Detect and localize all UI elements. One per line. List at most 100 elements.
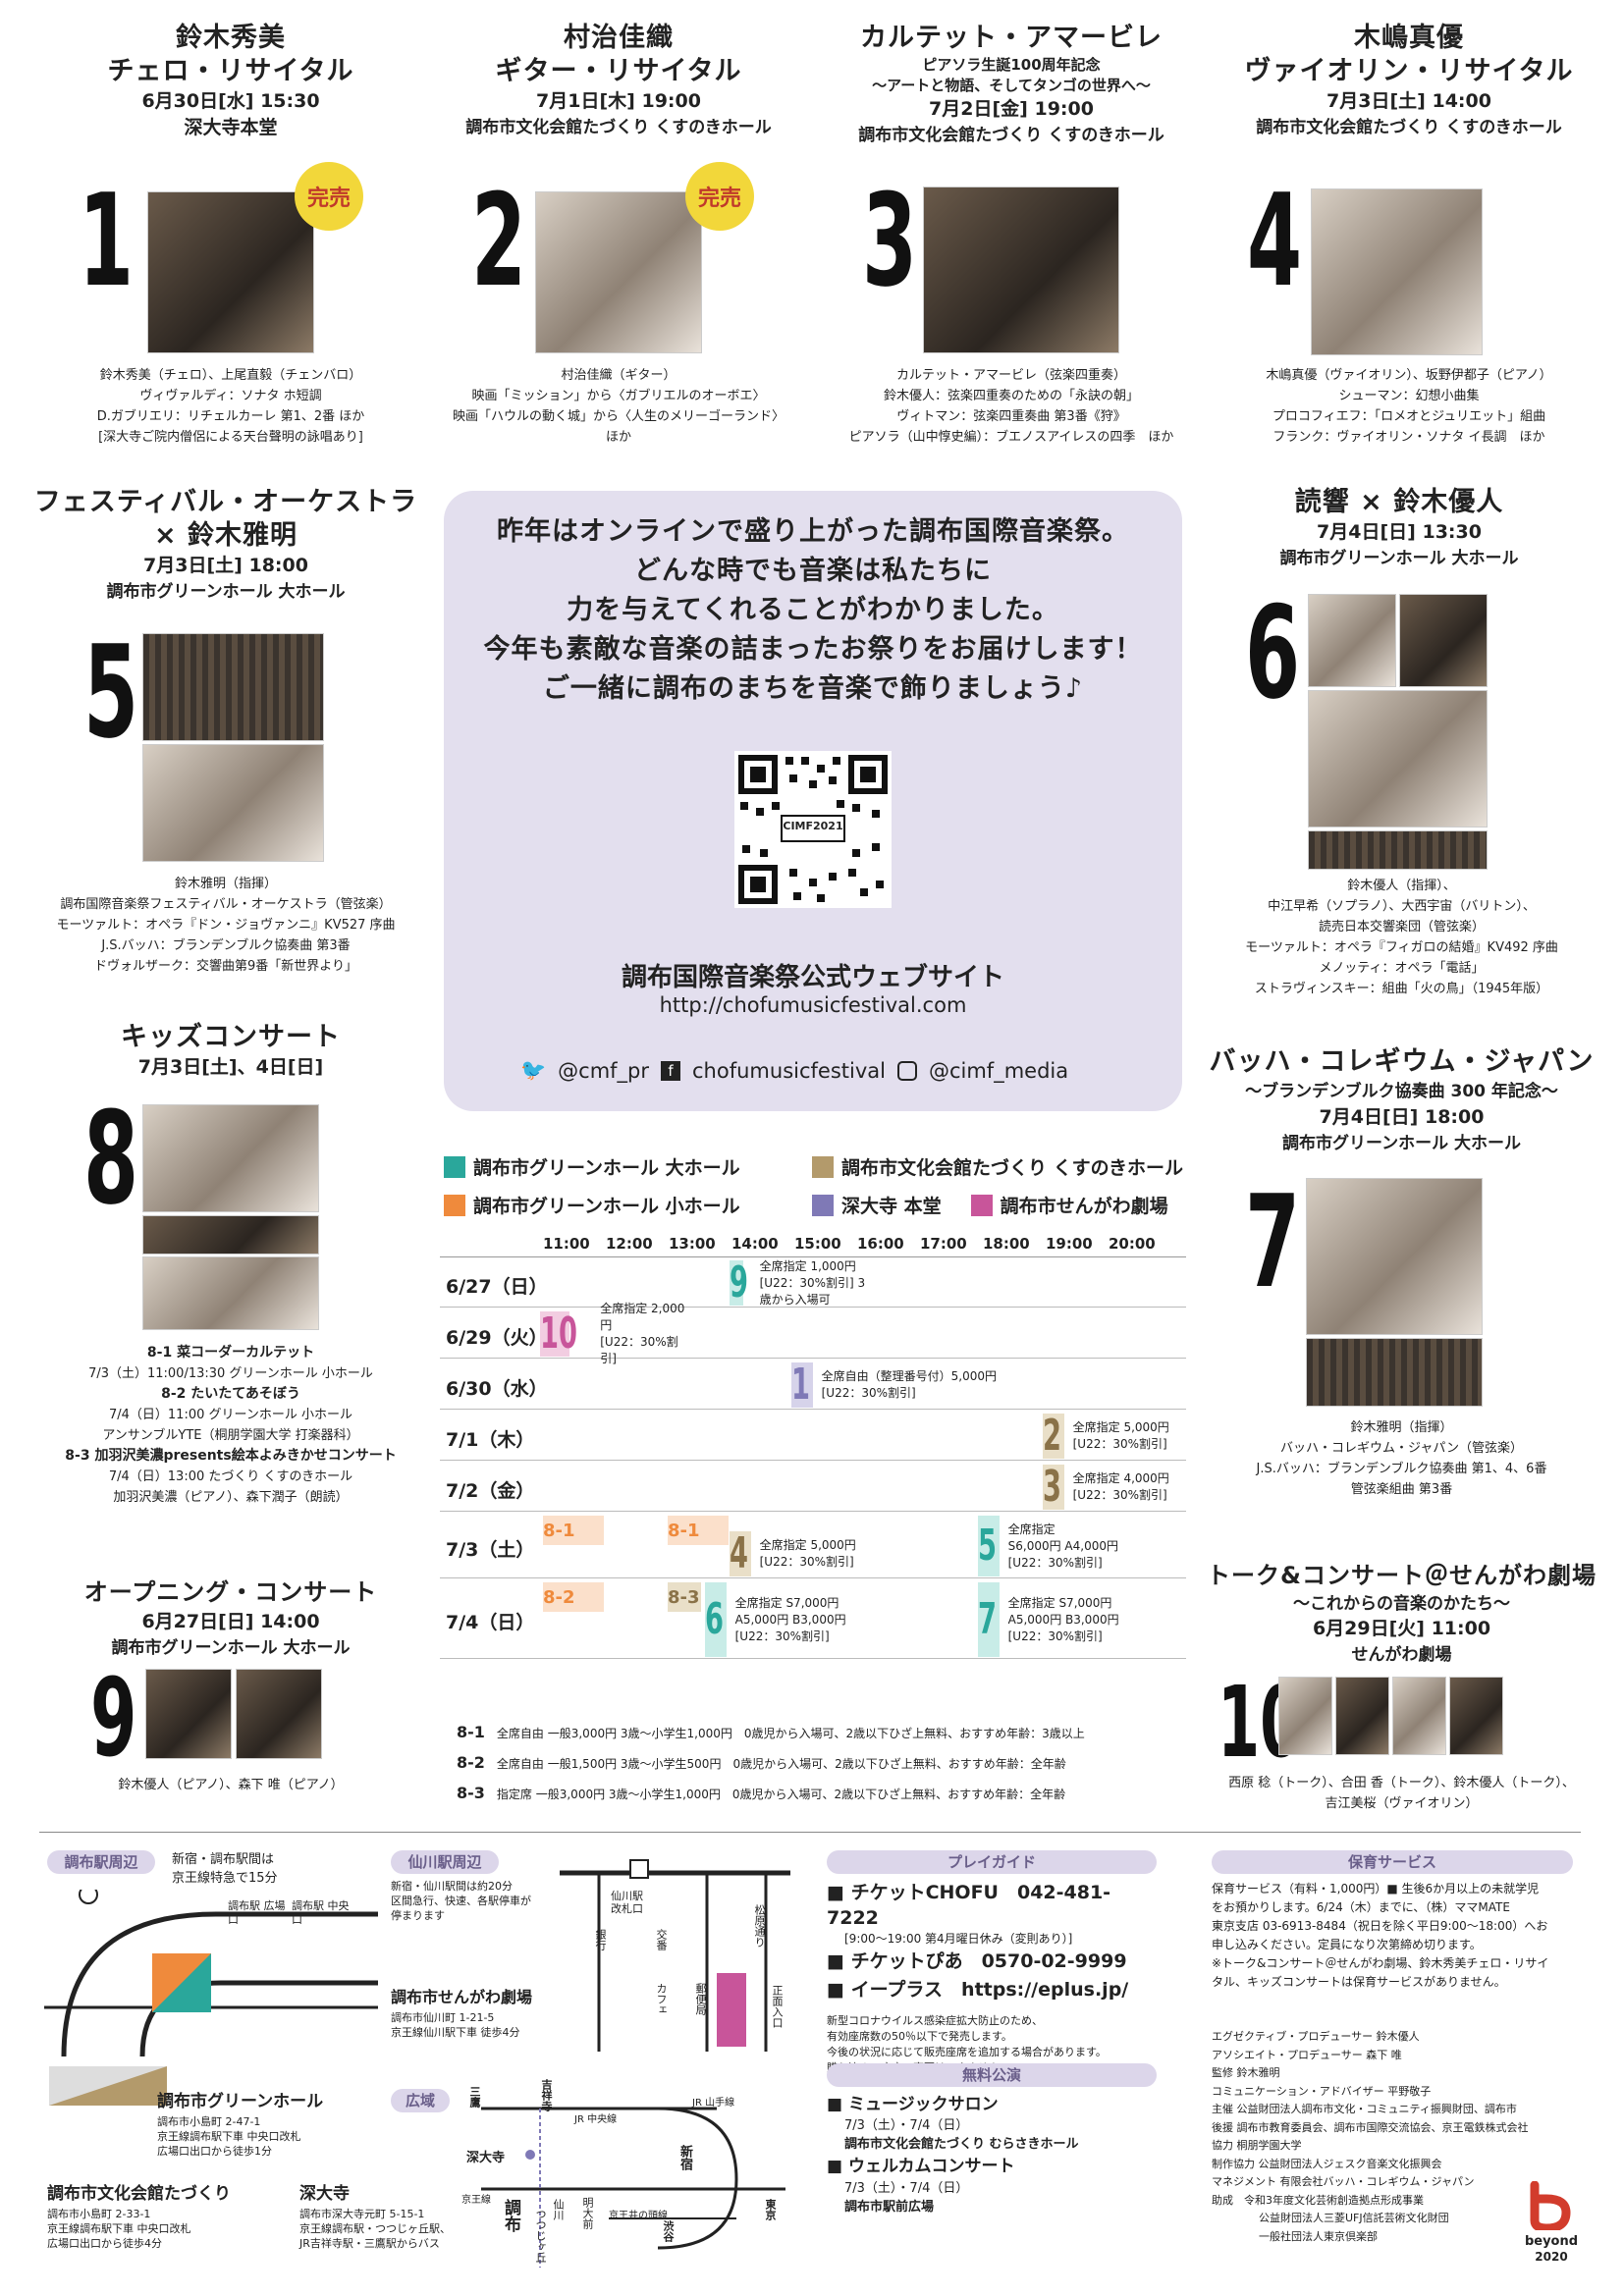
timetable-block[interactable]: 3 全席指定 4,000円 [U22：30%割引] <box>1043 1465 1186 1510</box>
block-note: A5,000円 B3,000円 <box>1007 1612 1119 1627</box>
concert-title: 読響 × 鈴木優人 <box>1294 487 1504 517</box>
desc-line: メノッティ：オペラ「電話」 <box>1319 961 1485 976</box>
venue-addr: 広場口出口から徒歩1分 <box>157 2145 272 2158</box>
logo-text: beyond <box>1524 2234 1579 2249</box>
childcare-line: タル、キッズコンサートは保育サービスがありません。 <box>1212 1975 1506 1989</box>
qr-code[interactable]: CIMF2021 <box>734 751 892 908</box>
hour-label: 11:00 <box>543 1235 590 1253</box>
legend-item: 深大寺 本堂 <box>812 1192 942 1218</box>
desc-line: 中江早希（ソプラノ）、大西宇宙（バリトン）、 <box>1268 899 1536 914</box>
hour-label: 20:00 <box>1109 1235 1156 1253</box>
desc-line: 鈴木雅明（指揮） <box>174 877 277 891</box>
timetable-block[interactable]: 8-3 <box>668 1582 701 1612</box>
concert-title: 村治佳織 <box>564 23 674 53</box>
venue-addr: 調布市小島町 2-47-1 <box>157 2115 261 2128</box>
concert-title: オープニング・コンサート <box>83 1578 378 1606</box>
concert-number: 4 <box>1247 166 1303 315</box>
concert-3-desc: カルテット・アマービレ（弦楽四重奏） 鈴木優人：弦楽四重奏のための「永訣の朝」 … <box>815 365 1208 448</box>
timetable-block[interactable]: 4 全席指定 5,000円 [U22：30%割引] <box>730 1531 916 1576</box>
playguide-item[interactable]: ■ チケットぴあ 0570-02-9999 <box>827 1950 1127 1972</box>
desc-line: シューマン：幻想小曲集 <box>1338 389 1480 403</box>
concert-8-photo-3 <box>142 1256 319 1330</box>
venue-addr: 広場口出口から徒歩4分 <box>47 2237 162 2250</box>
logo-year: 2020 <box>1535 2250 1568 2264</box>
hour-label: 16:00 <box>857 1235 904 1253</box>
block-number: 8-3 <box>668 1586 700 1608</box>
timetable-block[interactable]: 7 全席指定 S7,000円 A5,000円 B3,000円 [U22：30%割引] <box>978 1582 1186 1657</box>
legend-label: 調布市せんがわ劇場 <box>1000 1196 1168 1217</box>
timetable-block[interactable]: 5 全席指定 S6,000円 A4,000円 [U22：30%割引] <box>978 1516 1186 1576</box>
desc-line: カルテット・アマービレ（弦楽四重奏） <box>895 368 1126 383</box>
desc-line: ピアソラ（山中惇史編）：ブエノスアイレスの四季 ほか <box>848 430 1174 445</box>
credit-line: 協力 桐朋学園大学 <box>1212 2139 1302 2152</box>
kids-item-detail: 7/4（日）11:00 グリーンホール 小ホール <box>108 1408 352 1422</box>
legend-label: 深大寺 本堂 <box>841 1196 942 1217</box>
concert-date: 7月3日[土] 14:00 <box>1326 90 1491 112</box>
row-date: 7/1（木） <box>446 1429 535 1451</box>
note-line: 停まります <box>391 1909 445 1922</box>
concert-subtitle: 〜アートと物語、そしてタンゴの世界へ〜 <box>872 77 1151 94</box>
concert-number: 1 <box>79 166 135 315</box>
instagram-handle[interactable]: @cimf_media <box>928 1058 1069 1083</box>
free-concert-date: 7/3（土）・7/4（日） <box>844 2118 969 2133</box>
concert-date: 7月3日[土] 18:00 <box>143 555 308 576</box>
childcare-header: 保育サービス <box>1212 1850 1573 1874</box>
legend-swatch <box>812 1155 834 1178</box>
concert-5-photo-conductor <box>142 744 324 862</box>
desc-line: ヴィトマン：弦楽四重奏曲 第3番《狩》 <box>896 409 1126 424</box>
price-note: 8-3 指定席 一般3,000円 3歳〜小学生1,000円 0歳児から入場可、2… <box>457 1779 1164 1809</box>
note-no: 8-2 <box>457 1753 485 1772</box>
concert-venue: 調布市グリーンホール 大ホール <box>1281 1134 1522 1153</box>
concert-6-photo-a <box>1308 594 1396 687</box>
row-date: 7/4（日） <box>446 1612 535 1633</box>
concert-number: 8 <box>83 1084 139 1233</box>
free-concert-venue: 調布市駅前広場 <box>844 2200 935 2215</box>
concert-venue: 深大寺本堂 <box>184 117 278 138</box>
site-title: 調布国際音楽祭公式ウェブサイト <box>621 963 1004 992</box>
credit-line: 制作協力 公益財団法人ジェスク音楽文化振興会 <box>1212 2157 1442 2170</box>
concert-7-desc: 鈴木雅明（指揮） バッハ・コレギウム・ジャパン（管弦楽） J.S.バッハ：ブラン… <box>1193 1417 1610 1500</box>
map-note: 新宿・仙川駅間は約20分 区間急行、快速、各駅停車が 停まります <box>391 1879 568 1923</box>
kids-item-name: 加羽沢美濃presents絵本よみきかせコンサート <box>94 1448 397 1464</box>
facebook-icon[interactable]: f <box>661 1060 681 1081</box>
twitter-icon[interactable]: 🐦 <box>520 1058 547 1082</box>
timetable-block[interactable]: 8-2 <box>543 1582 604 1612</box>
timetable-block[interactable]: 8-1 <box>543 1516 604 1545</box>
twitter-handle[interactable]: @cmf_pr <box>558 1058 650 1083</box>
sengawa-label: 松原通り <box>753 1904 766 1948</box>
facebook-handle[interactable]: chofumusicfestival <box>692 1058 886 1083</box>
playguide-item[interactable]: ■ チケットCHOFU 042-481-7222 <box>827 1882 1111 1929</box>
legend-item: 調布市文化会館たづくり くすのきホール <box>812 1153 1183 1180</box>
legend-label: 調布市文化会館たづくり くすのきホール <box>841 1157 1184 1179</box>
sengawa-label: 郵便局 <box>694 1983 707 2015</box>
note-line: 京王線特急で15分 <box>172 1871 278 1886</box>
site-url[interactable]: http://chofumusicfestival.com <box>659 993 967 1017</box>
block-note: [U22：30%割引] <box>821 1386 916 1400</box>
desc-line: 村治佳織（ギター） <box>561 368 677 383</box>
block-price: 全席自由（整理番号付）5,000円 <box>821 1369 997 1383</box>
instagram-icon[interactable] <box>896 1060 917 1081</box>
message-line: 今年も素敵な音楽の詰まったお祭りをお届けします！ <box>483 634 1143 665</box>
station-label: 調布駅 広場口 <box>228 1899 286 1926</box>
concert-5-photo-orchestra <box>142 633 324 741</box>
timetable-block[interactable]: 1 全席自由（整理番号付）5,000円 [U22：30%割引] <box>791 1362 1056 1408</box>
timetable-block[interactable]: 9 全席指定 1,000円 [U22：30%割引] 3歳から入場可 <box>730 1259 877 1307</box>
wide-label: 深大寺 <box>466 2151 506 2165</box>
venue-addr: 京王線調布駅下車 中央口改札 <box>157 2130 301 2143</box>
concert-5-header: フェスティバル・オーケストラ × 鈴木雅明 7月3日[土] 18:00 調布市グ… <box>20 486 432 606</box>
timetable-block[interactable]: 10 全席指定 2,000円 [U22：30%割引] <box>540 1302 687 1365</box>
wide-label: 吉祥寺 <box>540 2079 553 2111</box>
free-concerts-list: ■ ミュージックサロン 7/3（土）・7/4（日） 調布市文化会館たづくり むら… <box>827 2093 1161 2216</box>
playguide-item[interactable]: ■ イープラス https://eplus.jp/ <box>827 1979 1129 2001</box>
concert-2-desc: 村治佳織（ギター） 映画「ミッション」から〈ガブリエルのオーボエ〉 映画「ハウル… <box>422 365 815 448</box>
credit-line: 監修 鈴木雅明 <box>1212 2066 1280 2079</box>
timetable-block[interactable]: 8-1 <box>668 1516 729 1545</box>
timetable-block[interactable]: 2 全席指定 5,000円 [U22：30%割引] <box>1043 1414 1186 1459</box>
desc-line: 西原 稔（トーク）、合田 香（トーク）、鈴木優人（トーク）、 <box>1228 1776 1575 1790</box>
concert-subtitle: 〜これからの音楽のかたち〜 <box>1293 1594 1510 1614</box>
concert-9-photo-b <box>236 1669 322 1759</box>
beyond-logo-icon <box>1530 2180 1571 2233</box>
desc-line: J.S.バッハ：ブランデンブルク協奏曲 第3番 <box>101 938 351 953</box>
timetable-block[interactable]: 6 全席指定 S7,000円 A5,000円 B3,000円 [U22：30%割引] <box>705 1582 913 1657</box>
venue-name: 調布市せんがわ劇場 <box>391 1988 533 2006</box>
